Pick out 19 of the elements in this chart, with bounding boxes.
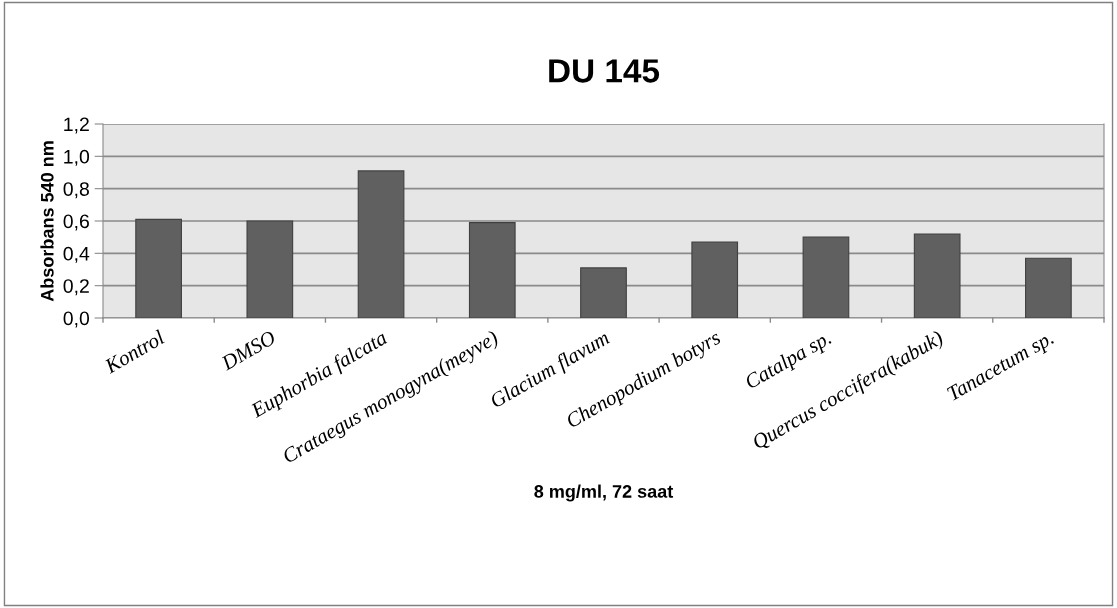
y-axis-title: Absorbans 540 nm <box>40 141 54 302</box>
bar <box>802 236 850 318</box>
y-tick-label: 0,4 <box>63 246 90 263</box>
bar <box>135 218 182 318</box>
y-tick-label: 0,8 <box>63 182 89 199</box>
bar <box>580 267 627 318</box>
bar <box>357 170 405 318</box>
bar <box>691 241 739 318</box>
chart-title: DU 145 <box>549 59 660 83</box>
y-tick-label: 0,6 <box>63 214 89 231</box>
bar <box>246 220 294 318</box>
y-tick-label: 0,2 <box>63 279 89 296</box>
y-tick-label: 1,2 <box>64 117 89 134</box>
bar <box>1025 257 1072 318</box>
y-tick-label: 0,0 <box>63 311 90 328</box>
x-axis-title: 8 mg/ml, 72 saat <box>534 484 674 502</box>
bar <box>913 233 961 318</box>
y-tick-label: 1,0 <box>64 149 90 166</box>
bar <box>468 222 516 318</box>
